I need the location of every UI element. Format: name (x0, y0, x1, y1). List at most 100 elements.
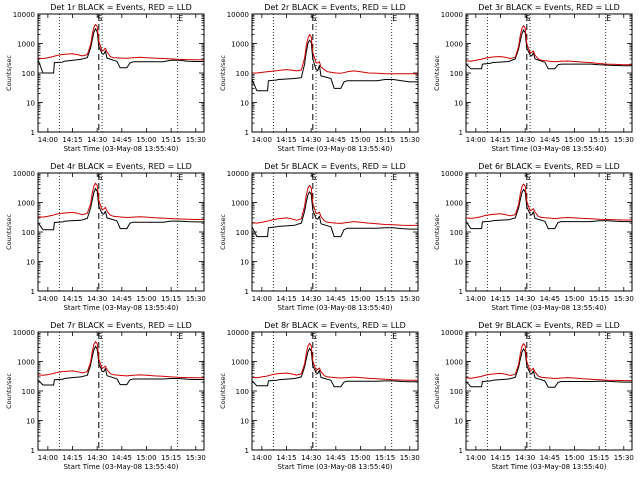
x-tick-label: 14:00 (466, 136, 486, 144)
panel-1: Det 1r BLACK = Events, RED = LLD 1 10 100 10… (5, 3, 206, 153)
plot-frame (251, 13, 419, 133)
x-tick-label: 15:30 (186, 454, 206, 462)
x-tick-label: 15:30 (400, 136, 420, 144)
plot-frame (37, 331, 205, 451)
x-tick-label: 14:15 (62, 454, 82, 462)
x-tick-label: 15:15 (589, 136, 609, 144)
x-tick-label: 15:30 (614, 454, 634, 462)
panel-7: Det 7r BLACK = Events, RED = LLD 1 10 100 10… (5, 321, 206, 471)
x-axis-label: Start Time (03-May-08 13:55:40) (277, 145, 392, 153)
x-tick-label: 15:00 (564, 136, 584, 144)
plot-frame (251, 331, 419, 451)
x-tick-label: 15:30 (614, 295, 634, 303)
series-events-line (251, 39, 418, 92)
x-tick-label: 15:00 (564, 454, 584, 462)
x-axis-label: Start Time (03-May-08 13:55:40) (491, 463, 606, 471)
panel-5: Det 5r BLACK = Events, RED = LLD 1 10 100 10… (219, 162, 420, 312)
y-tick-label: 100 (236, 388, 249, 396)
x-tick-label: 15:00 (136, 454, 156, 462)
x-tick-label: 14:30 (515, 136, 535, 144)
x-axis-label: Start Time (03-May-08 13:55:40) (277, 463, 392, 471)
series-lld-line (465, 183, 632, 221)
eclipse-marker: E (606, 173, 611, 182)
y-axis-label: Counts/sec (219, 214, 227, 250)
y-tick-label: 10 (26, 418, 35, 426)
eclipse-marker: E (392, 332, 397, 341)
panel-title: Det 7r BLACK = Events, RED = LLD (50, 321, 192, 330)
y-tick-label: 10000 (13, 11, 35, 19)
x-tick-label: 15:00 (564, 295, 584, 303)
y-tick-label: 10000 (441, 329, 463, 337)
y-axis-label: Counts/sec (5, 214, 13, 250)
plot-frame (37, 172, 205, 292)
x-tick-label: 14:15 (276, 295, 296, 303)
y-tick-label: 100 (22, 229, 35, 237)
eclipse-marker: E (392, 173, 397, 182)
y-tick-label: 10 (454, 418, 463, 426)
x-tick-label: 15:15 (375, 454, 395, 462)
x-axis-label: Start Time (03-May-08 13:55:40) (63, 145, 178, 153)
y-tick-label: 100 (450, 229, 463, 237)
flare-marker: S (97, 173, 102, 182)
y-tick-label: 1000 (445, 359, 463, 367)
y-tick-label: 10000 (441, 170, 463, 178)
y-tick-label: 10000 (13, 329, 35, 337)
x-tick-label: 15:00 (350, 136, 370, 144)
x-tick-label: 14:45 (540, 136, 560, 144)
x-tick-label: 14:45 (112, 136, 132, 144)
y-tick-label: 100 (236, 229, 249, 237)
y-tick-label: 1 (245, 288, 249, 296)
y-tick-label: 1 (459, 129, 463, 137)
y-axis-label: Counts/sec (219, 55, 227, 91)
x-tick-label: 15:30 (400, 295, 420, 303)
series-events-line (37, 28, 204, 74)
panel-8: Det 8r BLACK = Events, RED = LLD 1 10 100 10… (219, 321, 420, 471)
y-axis-label: Counts/sec (433, 55, 441, 91)
x-tick-label: 15:15 (161, 295, 181, 303)
x-tick-label: 14:45 (112, 295, 132, 303)
series-events-line (251, 191, 418, 238)
x-tick-label: 15:30 (186, 295, 206, 303)
y-tick-label: 1 (459, 447, 463, 455)
eclipse-marker: E (606, 332, 611, 341)
x-tick-label: 14:15 (490, 454, 510, 462)
y-tick-label: 100 (450, 388, 463, 396)
x-tick-label: 15:00 (350, 454, 370, 462)
panel-title: Det 4r BLACK = Events, RED = LLD (50, 162, 192, 171)
series-lld-line (251, 184, 418, 226)
x-tick-label: 15:30 (614, 136, 634, 144)
x-axis-label: Start Time (03-May-08 13:55:40) (63, 304, 178, 312)
x-tick-label: 15:30 (400, 454, 420, 462)
series-lld-line (252, 34, 418, 75)
x-tick-label: 14:00 (252, 454, 272, 462)
y-tick-label: 100 (22, 388, 35, 396)
y-tick-label: 100 (236, 70, 249, 78)
series-lld-line (37, 24, 204, 61)
y-tick-label: 1000 (231, 41, 249, 49)
x-tick-label: 14:15 (62, 136, 82, 144)
y-tick-label: 10 (454, 259, 463, 267)
x-tick-label: 15:15 (589, 454, 609, 462)
x-tick-label: 14:15 (62, 295, 82, 303)
series-events-line (37, 345, 204, 386)
x-tick-label: 15:00 (136, 136, 156, 144)
flare-marker: S (97, 332, 102, 341)
x-tick-label: 15:15 (589, 295, 609, 303)
panel-3: Det 3r BLACK = Events, RED = LLD 1 10 100 10… (433, 3, 634, 153)
plot-frame (37, 13, 205, 133)
panel-title: Det 8r BLACK = Events, RED = LLD (264, 321, 406, 330)
panel-title: Det 3r BLACK = Events, RED = LLD (478, 3, 620, 12)
y-tick-label: 1000 (231, 359, 249, 367)
x-tick-label: 14:30 (87, 136, 107, 144)
x-tick-label: 14:00 (252, 136, 272, 144)
y-tick-label: 10 (240, 418, 249, 426)
y-tick-label: 10000 (227, 329, 249, 337)
y-tick-label: 1 (31, 129, 35, 137)
y-axis-label: Counts/sec (5, 55, 13, 91)
flare-marker: S (525, 14, 530, 23)
eclipse-marker: E (178, 173, 183, 182)
x-tick-label: 15:15 (161, 454, 181, 462)
x-tick-label: 15:15 (161, 136, 181, 144)
x-tick-label: 15:00 (350, 295, 370, 303)
